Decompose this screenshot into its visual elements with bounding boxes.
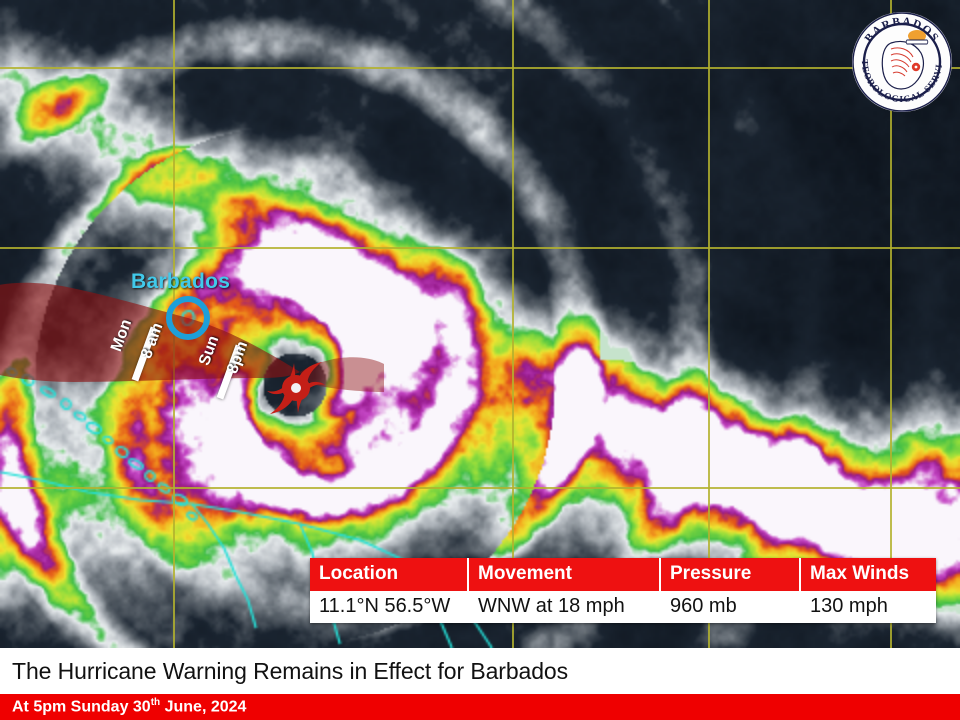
- issued-time-prefix: At 5pm Sunday 30: [12, 698, 151, 716]
- issued-time-ordinal: th: [150, 697, 161, 709]
- satellite-imagery: [0, 0, 960, 648]
- issued-time-banner: At 5pm Sunday 30th June, 2024: [0, 694, 960, 720]
- table-header-movement: Movement: [468, 558, 661, 591]
- cell-location: 11.1°N 56.5°W: [310, 590, 469, 623]
- cell-pressure: 960 mb: [660, 590, 801, 623]
- headline-text: The Hurricane Warning Remains in Effect …: [12, 657, 568, 684]
- table-header-pressure: Pressure: [660, 558, 801, 591]
- storm-data-table: Location Movement Pressure Max Winds 11.…: [310, 558, 936, 623]
- issued-time-text: At 5pm Sunday 30th June, 2024: [0, 697, 246, 716]
- barbados-met-services-logo: BARBADOS METEOROLOGICAL SERVICES: [851, 11, 952, 112]
- table-header-row: Location Movement Pressure Max Winds: [310, 558, 936, 591]
- issued-time-suffix: June, 2024: [160, 698, 247, 716]
- grid-line-horizontal: [0, 487, 960, 489]
- grid-line-vertical: [708, 0, 710, 648]
- table-row: 11.1°N 56.5°W WNW at 18 mph 960 mb 130 m…: [310, 590, 936, 623]
- cell-max-winds: 130 mph: [800, 590, 936, 623]
- cell-movement: WNW at 18 mph: [468, 590, 661, 623]
- grid-line-vertical: [890, 0, 892, 648]
- grid-line-horizontal: [0, 247, 960, 249]
- barbados-label: Barbados: [131, 270, 231, 293]
- table-header-max-winds: Max Winds: [800, 558, 936, 591]
- barbados-location-marker: [166, 296, 210, 340]
- grid-line-horizontal: [0, 67, 960, 69]
- grid-line-vertical: [512, 0, 514, 648]
- headline-banner: The Hurricane Warning Remains in Effect …: [0, 648, 960, 694]
- forecast-cone: [0, 282, 384, 392]
- hurricane-symbol-icon: [267, 362, 325, 414]
- table-header-location: Location: [310, 558, 469, 591]
